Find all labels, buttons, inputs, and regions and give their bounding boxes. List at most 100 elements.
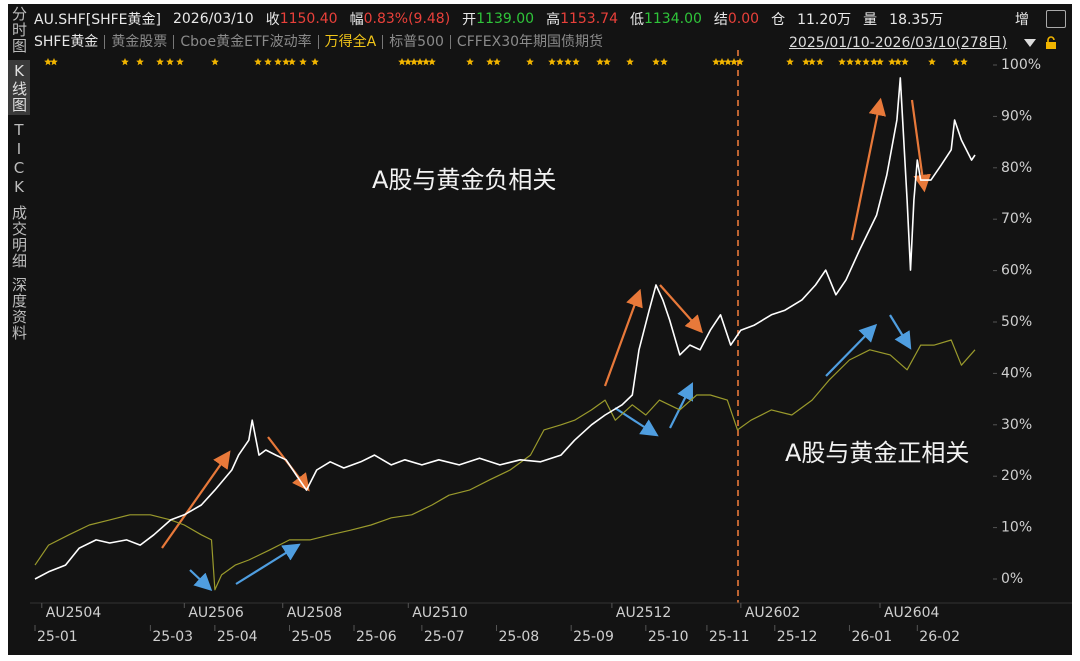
signal-star	[264, 58, 272, 66]
side-tabs: 分时图 K线图 TICK 成交明细深度资料	[8, 4, 30, 474]
add-button[interactable]: 增	[1015, 12, 1029, 28]
quote-value: 0.00	[727, 11, 760, 27]
signal-star	[596, 58, 604, 66]
x-tick-label: 26-02	[919, 629, 960, 645]
signal-star	[652, 58, 660, 66]
signal-star	[660, 58, 668, 66]
signal-star	[952, 58, 960, 66]
signal-star	[121, 58, 129, 66]
signal-star	[730, 58, 738, 66]
quote-value: 0.83%(9.48)	[363, 11, 451, 27]
y-tick-label: 40%	[1001, 365, 1032, 381]
signal-star	[410, 58, 418, 66]
date-range[interactable]: 2025/01/10-2026/03/10(278日)	[789, 35, 1008, 51]
y-tick-label: 90%	[1001, 108, 1032, 124]
quote-label: 幅	[349, 12, 364, 28]
quote-label: 量	[863, 12, 878, 28]
signal-star	[816, 58, 824, 66]
signal-star	[422, 58, 430, 66]
side-tab[interactable]: K线图	[8, 60, 30, 115]
signal-star	[50, 58, 58, 66]
annotation: A股与黄金正相关	[785, 439, 969, 467]
quote-label: 11.20万	[797, 12, 852, 28]
x-tick-label: 25-10	[648, 629, 689, 645]
signal-star	[894, 58, 902, 66]
quote-label: 高	[546, 12, 561, 28]
arrow	[850, 97, 886, 241]
arrow	[659, 284, 703, 334]
signal-star	[166, 58, 174, 66]
arrow	[189, 569, 213, 592]
x-tick-label: 25-03	[152, 629, 193, 645]
contract-label: AU2512	[616, 605, 671, 621]
signal-star	[274, 58, 282, 66]
window-icon[interactable]	[1046, 10, 1066, 28]
y-tick-label: 0%	[1001, 571, 1023, 587]
signal-star	[846, 58, 854, 66]
signal-star	[548, 58, 556, 66]
signal-star	[901, 58, 909, 66]
indicator[interactable]: Cboe黄金ETF波动率	[173, 35, 317, 49]
signal-star	[254, 58, 262, 66]
quote-label: 18.35万	[889, 12, 944, 28]
x-tick-label: 25-09	[573, 629, 614, 645]
arrow	[614, 407, 659, 437]
x-tick-label: 25-11	[709, 629, 750, 645]
signal-star	[416, 58, 424, 66]
signal-star	[211, 58, 219, 66]
signal-star	[960, 58, 968, 66]
series-line	[34, 77, 976, 580]
y-tick-label: 10%	[1001, 520, 1032, 536]
y-tick-label: 80%	[1001, 160, 1032, 176]
signal-star	[870, 58, 878, 66]
signal-star	[876, 58, 884, 66]
signal-star	[736, 58, 744, 66]
contract-label: AU2510	[412, 605, 467, 621]
indicator[interactable]: CFFEX30年期国债期货	[449, 35, 609, 49]
side-tab[interactable]: 成交明细	[10, 205, 28, 269]
signal-star	[838, 58, 846, 66]
quote-label: 2026/03/10	[172, 11, 254, 27]
terminal-frame: AU.SHF[SHFE黄金] 2026/03/10 收 1150.40 幅 0.83%(9…	[8, 4, 1072, 655]
contract-label: AU2602	[745, 605, 800, 621]
signal-star	[808, 58, 816, 66]
arrow	[235, 543, 301, 585]
signal-star	[862, 58, 870, 66]
side-tab[interactable]: 分时图	[10, 6, 28, 54]
x-tick-label: 25-07	[424, 629, 465, 645]
signal-star	[786, 58, 794, 66]
signal-star	[404, 58, 412, 66]
side-tab[interactable]: TICK	[10, 121, 28, 197]
dropdown-arrow[interactable]	[1024, 39, 1036, 47]
arrow	[889, 314, 912, 350]
signal-star	[398, 58, 406, 66]
signal-star	[718, 58, 726, 66]
contract-label: AU2506	[188, 605, 244, 621]
indicator[interactable]: 标普500	[382, 35, 450, 49]
arrow	[161, 450, 231, 549]
lock-icon[interactable]	[1044, 36, 1058, 50]
y-tick-label: 20%	[1001, 468, 1032, 484]
annotation: A股与黄金负相关	[372, 166, 556, 194]
signal-star	[44, 58, 52, 66]
arrow	[603, 288, 643, 387]
signal-star	[526, 58, 534, 66]
legend-entry[interactable]: 万得全A	[317, 35, 383, 49]
signal-star	[156, 58, 164, 66]
signal-star	[572, 58, 580, 66]
signal-star	[854, 58, 862, 66]
signal-star	[311, 58, 319, 66]
indicator[interactable]: 黄金股票	[104, 35, 173, 49]
quote-label: 低	[629, 12, 644, 28]
signal-star	[888, 58, 896, 66]
signal-star	[928, 58, 936, 66]
quote-label: AU.SHF[SHFE黄金]	[34, 12, 161, 28]
signal-star	[176, 58, 184, 66]
side-tab[interactable]: 深度资料	[10, 277, 28, 341]
legend-entry[interactable]: SHFE黄金	[34, 34, 99, 50]
signal-star	[724, 58, 732, 66]
x-tick-label: 25-06	[356, 629, 397, 645]
signal-star	[802, 58, 810, 66]
indicator-bar: SHFE黄金 黄金股票 Cboe黄金ETF波动率 万得全A 标普500 CFFEX30年期…	[34, 32, 609, 52]
